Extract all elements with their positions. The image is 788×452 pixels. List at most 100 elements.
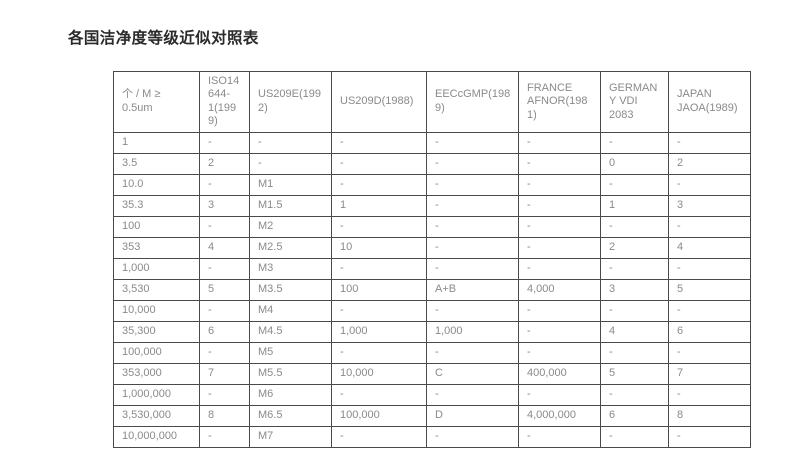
cell-eeccgmp: - [426, 215, 519, 238]
cell-eeccgmp: - [426, 152, 519, 175]
cell-eeccgmp: - [426, 257, 519, 280]
cell-eeccgmp: - [426, 236, 519, 259]
cell-us209e: M4.5 [249, 320, 332, 343]
cell-us209d: - [331, 131, 427, 154]
column-header-iso14644: ISO14644-1(1999) [199, 71, 250, 133]
cell-france: - [518, 341, 601, 364]
cell-france: - [518, 425, 601, 448]
cell-japan: - [668, 425, 751, 448]
column-header-japan-jaoa: JAPAN JAOA(1989) [668, 71, 751, 133]
cell-particles: 100 [113, 215, 200, 238]
cell-particles: 1,000 [113, 257, 200, 280]
cell-eeccgmp: - [426, 383, 519, 406]
table-header-row: 个 / M ≥ 0.5um ISO14644-1(1999) US209E(19… [113, 71, 751, 133]
cell-germany: - [600, 341, 669, 364]
column-header-germany-vdi: GERMANY VDI 2083 [600, 71, 669, 133]
cell-japan: 8 [668, 404, 751, 427]
cell-iso14644: - [199, 299, 250, 322]
table-header: 个 / M ≥ 0.5um ISO14644-1(1999) US209E(19… [113, 71, 751, 133]
cell-us209d: 1,000 [331, 320, 427, 343]
table-row: 3,530,000 8 M6.5 100,000 D 4,000,000 6 8 [113, 404, 751, 427]
cell-particles: 10,000 [113, 299, 200, 322]
table-row: 10,000- M4- - - - - [113, 299, 751, 322]
cell-germany: 5 [600, 362, 669, 385]
cell-us209d: 100 [331, 278, 427, 301]
cell-us209d: 10,000 [331, 362, 427, 385]
cell-germany: 0 [600, 152, 669, 175]
cell-iso14644: - [199, 173, 250, 196]
cell-france: - [518, 215, 601, 238]
cell-germany: 4 [600, 320, 669, 343]
cell-us209e: M1.5 [249, 194, 332, 217]
cell-us209e: M2.5 [249, 236, 332, 259]
cell-iso14644: 8 [199, 404, 250, 427]
table-row: 100,000- M5- - - - - [113, 341, 751, 364]
cell-us209e: M5 [249, 341, 332, 364]
table-row: 1------- [113, 131, 751, 154]
cell-france: - [518, 152, 601, 175]
cell-japan: - [668, 215, 751, 238]
cell-france: - [518, 383, 601, 406]
cell-japan: - [668, 173, 751, 196]
table-row: 3.5 2- - - -0 2 [113, 152, 751, 175]
cell-particles: 35.3 [113, 194, 200, 217]
table-row: 10.0- M1- - - - - [113, 173, 751, 196]
cell-iso14644: - [199, 215, 250, 238]
page-title: 各国洁净度等级近似对照表 [68, 30, 259, 47]
cell-us209d: - [331, 341, 427, 364]
cell-particles: 3.5 [113, 152, 200, 175]
cell-japan: 5 [668, 278, 751, 301]
cell-france: 4,000,000 [518, 404, 601, 427]
cell-us209e: M1 [249, 173, 332, 196]
table-row: 1,000- M3- - - - - [113, 257, 751, 280]
cell-japan: 2 [668, 152, 751, 175]
cell-france: - [518, 320, 601, 343]
cell-us209d: 10 [331, 236, 427, 259]
cell-japan: - [668, 341, 751, 364]
table-row: 353,000 7 M5.5 10,000 C 400,000 5 7 [113, 362, 751, 385]
column-header-us209d: US209D(1988) [331, 71, 427, 133]
cell-france: - [518, 299, 601, 322]
cell-eeccgmp: - [426, 173, 519, 196]
cell-iso14644: 7 [199, 362, 250, 385]
cell-us209e: M3.5 [249, 278, 332, 301]
cell-us209d: - [331, 383, 427, 406]
table-container: 个 / M ≥ 0.5um ISO14644-1(1999) US209E(19… [113, 71, 751, 448]
cell-iso14644: - [199, 131, 250, 154]
cell-japan: - [668, 383, 751, 406]
cell-particles: 353 [113, 236, 200, 259]
cell-us209e: M6 [249, 383, 332, 406]
cell-germany: 2 [600, 236, 669, 259]
cell-japan: 4 [668, 236, 751, 259]
cell-us209d: - [331, 215, 427, 238]
cell-us209d: - [331, 299, 427, 322]
cell-iso14644: 5 [199, 278, 250, 301]
cell-iso14644: - [199, 257, 250, 280]
table-row: 100- M2- - - - - [113, 215, 751, 238]
table-row: 353 4 M2.5 10- -2 4 [113, 236, 751, 259]
cell-eeccgmp: - [426, 341, 519, 364]
cell-japan: - [668, 131, 751, 154]
cell-us209e: M2 [249, 215, 332, 238]
cell-germany: - [600, 257, 669, 280]
cell-us209d: - [331, 257, 427, 280]
column-header-us209e: US209E(1992) [249, 71, 332, 133]
cell-particles: 1,000,000 [113, 383, 200, 406]
cell-us209e: - [249, 152, 332, 175]
table-row: 1,000,000- M6- - - - - [113, 383, 751, 406]
column-header-eeccgmp: EECcGMP(1989) [426, 71, 519, 133]
cell-france: - [518, 257, 601, 280]
cell-japan: - [668, 257, 751, 280]
cell-japan: 3 [668, 194, 751, 217]
cell-particles: 353,000 [113, 362, 200, 385]
cell-france: - [518, 173, 601, 196]
cell-us209e: M7 [249, 425, 332, 448]
cell-us209d: - [331, 152, 427, 175]
cell-japan: - [668, 299, 751, 322]
cell-japan: 6 [668, 320, 751, 343]
table-body: 1- - - - - - -3.5 2- - - -0 2 10.0- M1- - - - -35.3 3 M1.5 1… [113, 131, 751, 448]
cell-us209d: - [331, 425, 427, 448]
table-row: 35.3 3 M1.5 1- -1 3 [113, 194, 751, 217]
cell-us209d: 1 [331, 194, 427, 217]
cell-particles: 100,000 [113, 341, 200, 364]
